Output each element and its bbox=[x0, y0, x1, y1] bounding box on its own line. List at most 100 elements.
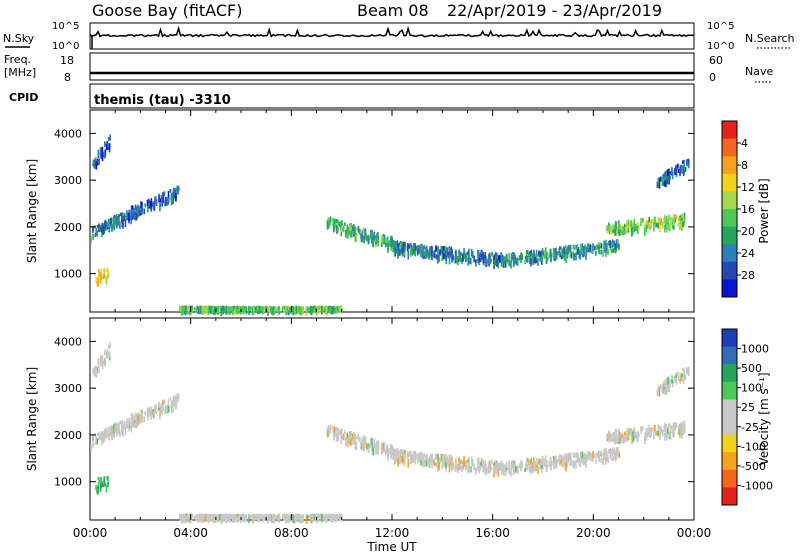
power-echo bbox=[250, 306, 253, 310]
power-echo bbox=[674, 215, 677, 223]
velocity-echo bbox=[368, 444, 371, 449]
velocity-echo bbox=[397, 451, 399, 457]
velocity-echo bbox=[579, 460, 582, 468]
power-echo bbox=[576, 243, 579, 252]
velocity-echo bbox=[340, 436, 343, 445]
power-echo bbox=[177, 185, 180, 190]
velocity-echo bbox=[570, 460, 572, 466]
power-echo bbox=[164, 200, 166, 207]
velocity-echo bbox=[609, 437, 611, 441]
power-echo bbox=[673, 222, 675, 230]
power-echo bbox=[224, 305, 226, 314]
power-echo bbox=[491, 251, 493, 255]
velocity-echo bbox=[95, 370, 98, 378]
velocity-panel: 1000 2000 3000 4000 Slant Range [km] bbox=[25, 317, 695, 525]
power-echo bbox=[574, 253, 576, 258]
power-echo bbox=[443, 253, 445, 260]
nsky-trace bbox=[89, 25, 695, 49]
velocity-echo bbox=[409, 456, 412, 465]
velocity-echo bbox=[327, 513, 330, 519]
power-echo bbox=[202, 306, 204, 315]
power-echo bbox=[396, 246, 399, 251]
velocity-echo bbox=[450, 454, 453, 461]
velocity-echo bbox=[520, 461, 522, 466]
velocity-colorbar: 1000 500 100 25 -25 -100 -500 -1000 bbox=[721, 328, 773, 506]
velocity-echo bbox=[141, 410, 143, 414]
power-echo bbox=[182, 306, 184, 315]
velocity-echo bbox=[252, 514, 255, 520]
velocity-echo bbox=[569, 458, 572, 466]
velocity-echo bbox=[396, 449, 398, 453]
power-echo bbox=[110, 217, 112, 226]
velocity-echo bbox=[153, 410, 156, 420]
velocity-echo bbox=[443, 458, 445, 462]
power-echo bbox=[334, 306, 337, 314]
power-echo bbox=[451, 251, 453, 256]
power-echo bbox=[497, 260, 500, 269]
power-echo bbox=[94, 233, 97, 237]
velocity-echo bbox=[620, 434, 623, 438]
velocity-echo bbox=[322, 513, 325, 519]
velocity-echo bbox=[682, 427, 685, 436]
velocity-echo bbox=[351, 434, 354, 441]
power-echo bbox=[684, 166, 687, 172]
velocity-echo bbox=[266, 514, 268, 519]
power-echo bbox=[411, 246, 414, 256]
power-echo bbox=[683, 212, 686, 218]
power-echo bbox=[623, 227, 626, 235]
velocity-echo bbox=[530, 457, 532, 462]
power-echo bbox=[337, 225, 340, 233]
power-echo bbox=[503, 256, 506, 265]
power-echo bbox=[670, 167, 673, 173]
power-echo bbox=[554, 248, 557, 256]
power-echo bbox=[171, 197, 174, 203]
power-echo bbox=[361, 233, 364, 242]
power-echo bbox=[401, 247, 403, 255]
power-echo bbox=[573, 244, 576, 251]
power-echo bbox=[176, 185, 179, 194]
velocity-echo bbox=[452, 462, 454, 468]
velocity-echo bbox=[268, 514, 271, 522]
power-echo bbox=[104, 220, 106, 230]
power-echo bbox=[604, 249, 606, 253]
velocity-echo bbox=[203, 514, 205, 520]
velocity-echo bbox=[144, 411, 146, 416]
power-echo bbox=[600, 243, 603, 247]
velocity-echo bbox=[470, 456, 473, 465]
velocity-echo bbox=[460, 459, 462, 464]
velocity-echo bbox=[657, 424, 659, 429]
velocity-echo bbox=[309, 513, 312, 523]
velocity-echo bbox=[268, 514, 270, 521]
velocity-echo bbox=[399, 455, 401, 461]
velocity-echo bbox=[318, 514, 321, 518]
x-tick-label: 20:00 bbox=[576, 526, 611, 540]
power-echo bbox=[624, 228, 627, 235]
power-echo bbox=[218, 306, 221, 313]
velocity-echo bbox=[602, 457, 604, 466]
power-echo bbox=[270, 307, 273, 315]
power-echo bbox=[539, 255, 541, 262]
power-echo bbox=[436, 247, 438, 251]
velocity-echo bbox=[637, 433, 640, 438]
velocity-echo bbox=[451, 461, 453, 471]
power-echo bbox=[512, 258, 515, 268]
velocity-echo bbox=[430, 453, 432, 460]
velocity-echo bbox=[398, 450, 401, 454]
velocity-echo bbox=[663, 432, 666, 441]
velocity-echo bbox=[553, 457, 555, 464]
power-echo bbox=[483, 254, 486, 263]
velocity-echo bbox=[484, 467, 487, 476]
velocity-echo bbox=[516, 466, 519, 474]
velocity-echo bbox=[327, 426, 330, 433]
power-echo bbox=[93, 164, 96, 169]
velocity-echo bbox=[193, 515, 196, 519]
velocity-echo bbox=[467, 464, 470, 473]
velocity-echo bbox=[525, 458, 528, 464]
velocity-echo bbox=[441, 461, 444, 470]
velocity-echo bbox=[653, 424, 656, 432]
velocity-echo bbox=[630, 428, 633, 437]
power-echo bbox=[678, 217, 680, 223]
power-echo bbox=[605, 249, 607, 257]
power-echo bbox=[545, 256, 548, 265]
power-echo bbox=[614, 243, 617, 249]
